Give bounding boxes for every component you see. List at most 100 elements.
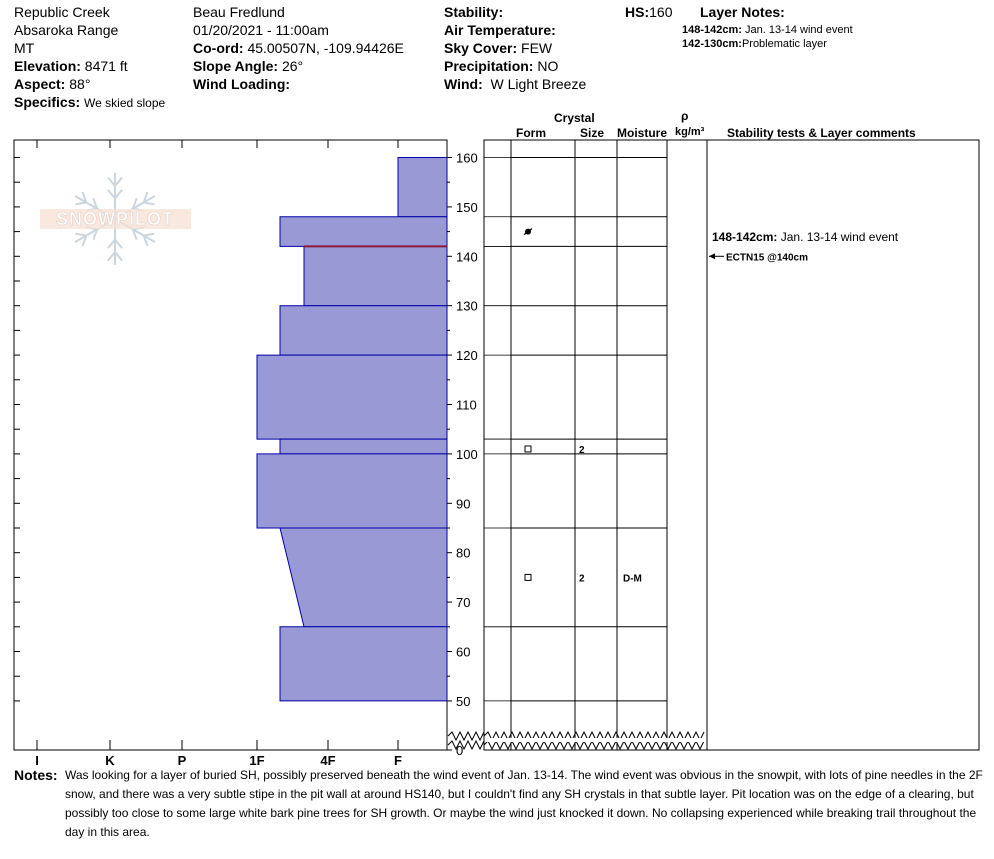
crystal-marks: 2 2 D-M [523, 228, 642, 584]
layer-comment-text: Jan. 13-14 wind event [777, 230, 898, 244]
layer-notes-title: Layer Notes: [700, 4, 785, 20]
hardness-layer [279, 216, 448, 247]
observer: Beau Fredlund [193, 4, 285, 20]
elevation-value: 8471 ft [84, 58, 128, 74]
hardness-tick-label: I [35, 753, 39, 768]
axis-break-zigzag [483, 739, 705, 751]
stability-comments: 148-142cm: Jan. 13-14 wind event ECTN15 @… [709, 230, 899, 263]
wind-label: Wind: [444, 76, 483, 92]
crystal-size: 2 [579, 573, 585, 584]
stability-test-label: ECTN15 @140cm [726, 252, 808, 263]
hardness-layer [256, 354, 448, 440]
sky-value: FEW [521, 40, 553, 56]
precipitation: Precipitation: NO [444, 58, 558, 75]
form-header: Form [516, 126, 546, 140]
depth-tick-label: 130 [456, 299, 478, 314]
hardness-layer [303, 245, 448, 307]
specifics: Specifics: We skied slope [14, 94, 165, 112]
aspect-value: 88° [69, 76, 91, 92]
specifics-label: Specifics: [14, 94, 81, 110]
hardness-layer [279, 305, 448, 356]
axis-break-zigzag [447, 739, 485, 751]
precip-label: Precipitation: [444, 58, 534, 74]
hardness-x-ticks: I K P 1F 4F F [14, 140, 402, 768]
density-unit-header: kg/m³ [675, 126, 705, 138]
aspect: Aspect: 88° [14, 76, 90, 93]
test-arrow-icon [709, 253, 715, 260]
depth-axis: 0 50 60 70 80 90 100 110 120 130 140 150 160 [447, 151, 478, 758]
layer-comment: 148-142cm: Jan. 13-14 wind event [712, 230, 899, 244]
axis-break-zigzags [447, 730, 706, 751]
hardness-tick-label: 4F [320, 753, 335, 768]
axis-break-gap [485, 738, 706, 742]
crystal-header: Crystal [554, 111, 595, 125]
elevation-label: Elevation: [14, 58, 81, 74]
snowflake-icon [74, 173, 156, 265]
datetime: 01/20/2021 - 11:00am [193, 22, 329, 38]
hardness-tick-label: K [105, 753, 115, 768]
snowpilot-logo: SNOWPILOT [40, 173, 191, 265]
depth-tick-label: 150 [456, 200, 478, 215]
depth-tick-label: 60 [456, 645, 470, 660]
depth-tick-label: 160 [456, 151, 478, 166]
coordinates: Co-ord: 45.00507N, -109.94426E [193, 40, 404, 57]
hardness-tick-label: P [178, 753, 187, 768]
hs-value: 160 [649, 4, 673, 20]
notes-text: Was looking for a layer of buried SH, po… [65, 768, 983, 839]
precip-value: NO [537, 58, 559, 74]
state: MT [14, 40, 35, 56]
layer-comment-range: 148-142cm: [712, 230, 777, 244]
hs-label: HS: [625, 4, 650, 20]
hardness-layer [279, 626, 448, 702]
hardness-bars [256, 157, 448, 702]
depth-tick-label: 100 [456, 447, 478, 462]
slope-label: Slope Angle: [193, 58, 279, 74]
wind-value: W Light Breeze [490, 76, 587, 92]
stability-header: Stability tests & Layer comments [727, 126, 916, 140]
layer-note-1: 148-142cm: Jan. 13-14 wind event [682, 23, 853, 37]
coord-value: 45.00507N, -109.94426E [247, 40, 404, 56]
depth-tick-label: 140 [456, 249, 478, 264]
decomposing-form-stroke [523, 228, 533, 236]
elevation: Elevation: 8471 ft [14, 58, 128, 75]
depth-tick-label: 110 [456, 398, 477, 413]
snowpilot-wordmark: SNOWPILOT [56, 209, 174, 229]
slope-value: 26° [281, 58, 304, 74]
hardness-tick-label: 1F [249, 753, 264, 768]
layer-note-range: 142-130cm: [682, 38, 742, 50]
wind: Wind: W Light Breeze [444, 76, 586, 93]
depth-tick-label: 90 [456, 496, 470, 511]
layer-note-text: Problematic layer [741, 38, 827, 50]
slope-angle: Slope Angle: 26° [193, 58, 303, 75]
depth-tick-label: 120 [456, 348, 478, 363]
notes-label: Notes: [14, 767, 58, 783]
faceted-form-icon [524, 573, 532, 581]
layer-note-2: 142-130cm:Problematic layer [682, 37, 827, 51]
hardness-tick-label: F [394, 753, 402, 768]
wind-loading-label: Wind Loading: [193, 76, 291, 92]
depth-tick-label: 0 [456, 743, 463, 758]
hardness-layer [397, 157, 448, 218]
hardness-layer [279, 438, 448, 455]
aspect-label: Aspect: [14, 76, 66, 92]
faceted-form-icon [524, 445, 532, 453]
mountain-range: Absaroka Range [14, 22, 119, 38]
depth-tick-label: 70 [456, 595, 470, 610]
hs: HS:160 [625, 4, 672, 21]
crystal-moisture: D-M [623, 573, 642, 584]
sky-cover: Sky Cover: FEW [444, 40, 552, 57]
rho-header: ρ [681, 109, 689, 123]
moisture-header: Moisture [617, 126, 668, 140]
crystal-table-lines [484, 139, 979, 750]
specifics-value: We skied slope [84, 96, 166, 110]
depth-tick-label: 80 [456, 546, 470, 561]
coord-label: Co-ord: [193, 40, 244, 56]
crystal-size: 2 [579, 445, 585, 456]
size-header: Size [580, 126, 605, 140]
sky-label: Sky Cover: [444, 40, 518, 56]
air-temperature-label: Air Temperature: [444, 22, 556, 38]
stability-label: Stability: [444, 4, 504, 20]
layer-note-text: Jan. 13-14 wind event [745, 24, 853, 36]
hardness-layer [279, 527, 448, 628]
